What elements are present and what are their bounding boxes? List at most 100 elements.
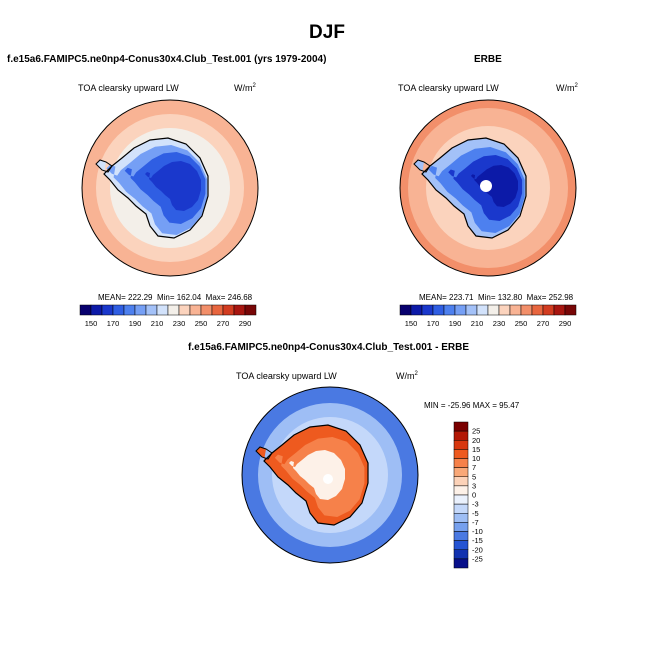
model-min: Min= 162.04 (156, 293, 202, 302)
colorbar-swatch (178, 304, 191, 316)
colorbar-swatch (421, 304, 434, 316)
diff-minmax: MIN = -25.96 MAX = 95.47 (424, 401, 520, 410)
land-field (289, 450, 345, 500)
colorbar-swatch (244, 304, 257, 316)
peninsula-coastline (95, 159, 113, 173)
colorbar-swatch (79, 304, 92, 316)
colorbar-swatch (90, 304, 103, 316)
colorbar-tick-label: 290 (239, 319, 252, 328)
colorbar-tick-label: 7 (472, 463, 476, 472)
colorbar-swatch (531, 304, 544, 316)
colorbar-tick-label: -25 (472, 554, 483, 563)
colorbar-swatch (101, 304, 114, 316)
colorbar-swatch (453, 494, 469, 505)
obs-map (399, 99, 577, 277)
colorbar-tick-label: -10 (472, 527, 483, 536)
land-field (145, 161, 201, 211)
colorbar-swatch (453, 458, 469, 468)
colorbar-swatch (453, 440, 469, 450)
main-title: DJF (309, 22, 345, 43)
colorbar-tick-label: 150 (405, 319, 418, 328)
model-map (81, 99, 259, 277)
colorbar-swatch (487, 304, 500, 316)
colorbar-swatch (509, 304, 522, 316)
colorbar-tick-label: 230 (173, 319, 186, 328)
colorbar-tick-label: 270 (217, 319, 230, 328)
colorbar-swatch (189, 304, 202, 316)
colorbar-tick-label: 210 (151, 319, 164, 328)
colorbar-swatch (453, 549, 469, 560)
colorbar-swatch (123, 304, 136, 316)
colorbar-swatch (453, 430, 469, 441)
colorbar-tick-label: 210 (471, 319, 484, 328)
colorbar-tick-label: 15 (472, 445, 480, 454)
obs-colorbar: 150 170 190 210 230 250 270 290 (399, 304, 577, 328)
colorbar-tick-label: 250 (195, 319, 208, 328)
obs-stats: MEAN= 223.71 Min= 132.80 Max= 252.98 (419, 293, 573, 302)
colorbar-swatch (553, 304, 566, 316)
colorbar-tick-label: 170 (107, 319, 120, 328)
colorbar-swatch (564, 304, 577, 316)
colorbar-swatch (399, 304, 412, 316)
colorbar-swatch (476, 304, 489, 316)
pole-hole (323, 474, 333, 484)
model-panel-title: f.e15a6.FAMIPC5.ne0np4-Conus30x4.Club_Te… (7, 54, 327, 65)
colorbar-swatch (134, 304, 147, 316)
map-boundary (81, 99, 259, 277)
obs-panel-title: ERBE (474, 54, 502, 65)
colorbar-swatch (542, 304, 555, 316)
diff-panel-title: f.e15a6.FAMIPC5.ne0np4-Conus30x4.Club_Te… (188, 342, 470, 353)
model-colorbar: 150 170 190 210 230 250 270 290 (79, 304, 257, 328)
colorbar-swatch (410, 304, 423, 316)
colorbar-swatch (200, 304, 213, 316)
colorbar-swatch (233, 304, 246, 316)
colorbar-tick-label: 25 (472, 427, 480, 436)
colorbar-swatch (112, 304, 125, 316)
peninsula-coastline (255, 446, 273, 460)
model-units-label: W/m2 (234, 83, 256, 93)
colorbar-tick-label: 190 (449, 319, 462, 328)
colorbar-tick-label: 20 (472, 436, 480, 445)
antarctica-coastline (421, 137, 527, 239)
colorbar-swatch (453, 476, 469, 487)
colorbar-tick-label: -20 (472, 545, 483, 554)
colorbar-swatch (453, 531, 469, 541)
colorbar-swatch (453, 467, 469, 477)
colorbar-tick-label: -5 (472, 509, 479, 518)
obs-variable-label: TOA clearsky upward LW (398, 83, 499, 93)
diff-map (241, 386, 419, 564)
colorbar-swatch (156, 304, 169, 316)
map-boundary (241, 386, 419, 564)
colorbar-swatch (465, 304, 478, 316)
peninsula-coastline (413, 159, 431, 173)
obs-mean: MEAN= 223.71 (419, 293, 474, 302)
model-mean: MEAN= 222.29 (98, 293, 153, 302)
colorbar-tick-label: 190 (129, 319, 142, 328)
colorbar-tick-label: 250 (515, 319, 528, 328)
map-boundary (399, 99, 577, 277)
model-stats: MEAN= 222.29 Min= 162.04 Max= 246.68 (98, 293, 252, 302)
colorbar-swatch (443, 304, 456, 316)
colorbar-tick-label: 10 (472, 454, 480, 463)
obs-min: Min= 132.80 (477, 293, 523, 302)
colorbar-swatch (453, 522, 469, 532)
colorbar-swatch (454, 304, 467, 316)
colorbar-tick-label: -15 (472, 536, 483, 545)
antarctica-coastline (263, 424, 369, 526)
colorbar-swatch (211, 304, 224, 316)
colorbar-tick-label: 270 (537, 319, 550, 328)
antarctica-coastline (103, 137, 209, 239)
colorbar-swatch (498, 304, 511, 316)
colorbar-tick-label: 0 (472, 491, 476, 500)
diff-units-label: W/m2 (396, 371, 418, 381)
model-max: Max= 246.68 (205, 293, 253, 302)
colorbar-swatch (432, 304, 445, 316)
colorbar-tick-label: 3 (472, 481, 476, 490)
obs-units-label: W/m2 (556, 83, 578, 93)
colorbar-tick-label: 150 (85, 319, 98, 328)
colorbar-swatch (222, 304, 235, 316)
colorbar-swatch (167, 304, 180, 316)
colorbar-swatch (453, 513, 469, 523)
obs-max: Max= 252.98 (526, 293, 574, 302)
